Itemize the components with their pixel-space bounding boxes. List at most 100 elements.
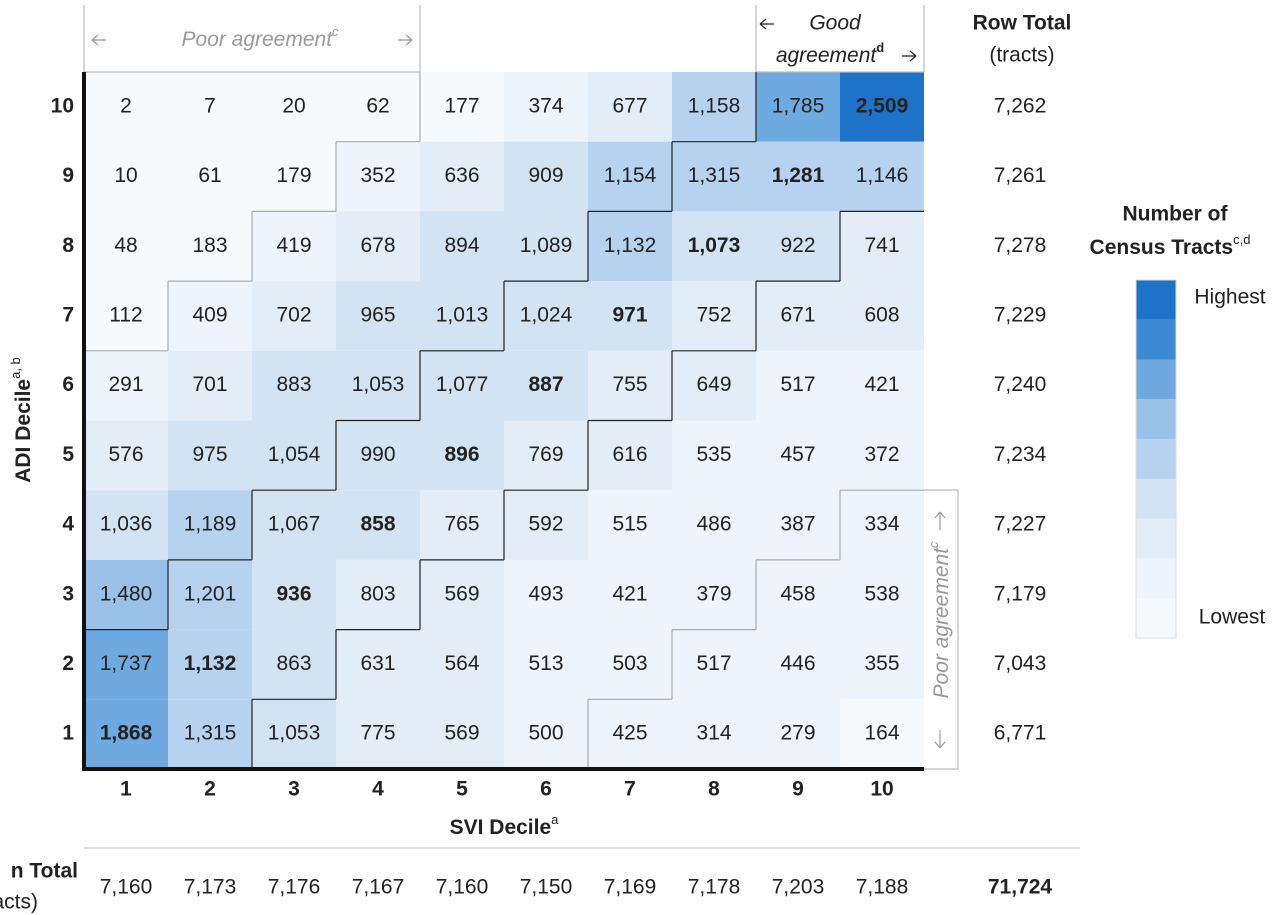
y-label-sup: a, b [8,357,23,379]
cell [756,699,840,769]
y-tick-label: 1 [62,722,74,745]
cell [168,211,252,282]
column-total: 7,167 [352,876,405,899]
cell-label: 535 [696,443,731,466]
row-total: 7,227 [994,513,1047,536]
cell-label: 1,189 [184,513,237,536]
row-total-unit: (tracts) [989,44,1054,67]
annotation: Poor agreementc [926,541,952,699]
cell [672,699,756,769]
cell-label: 515 [612,513,647,536]
cell [504,141,588,212]
cell [252,72,336,142]
cell [168,420,252,491]
cell [672,141,756,212]
cell [420,281,504,351]
cell-label: 1,132 [184,652,237,675]
cell-label: 517 [696,652,731,675]
cell [420,72,504,142]
cell [420,141,504,212]
x-tick-label: 9 [792,778,804,801]
y-tick-label: 4 [62,513,74,536]
cell-label: 419 [276,234,311,257]
cell-label: 1,077 [436,373,489,396]
cell [672,629,756,700]
cell [756,420,840,491]
cell [588,350,672,421]
cell [672,490,756,560]
cell [84,141,168,212]
legend-sup: c,d [1233,232,1250,247]
cell-label: 922 [780,234,815,257]
cell [252,281,336,351]
cell-label: 177 [444,94,479,117]
legend-swatch [1136,478,1176,519]
cell-label: 678 [360,234,395,257]
cell-label: 10 [114,164,137,187]
cell [756,629,840,700]
cell-label: 677 [612,94,647,117]
cell [336,141,420,212]
column-total: 7,176 [268,876,321,899]
x-tick-label: 4 [372,778,384,801]
cell [252,699,336,769]
column-total-title: n Total [11,860,78,883]
row-total: 7,240 [994,373,1047,396]
cell-label: 1,073 [688,234,741,257]
cell [672,211,756,282]
cell [672,350,756,421]
cell [336,420,420,491]
cell [420,629,504,700]
cell-label: 616 [612,443,647,466]
cell [840,350,924,421]
column-total: 7,173 [184,876,237,899]
legend-swatch [1136,598,1176,638]
cell [504,211,588,282]
y-tick-label: 7 [62,303,74,326]
y-tick-label: 3 [62,582,74,605]
legend-title: Number of [1123,203,1229,226]
cell [168,141,252,212]
cell [420,350,504,421]
cell [420,559,504,630]
cell-label: 765 [444,513,479,536]
cell [756,281,840,351]
cell-label: 314 [696,722,731,745]
cell-label: 569 [444,582,479,605]
cell [420,490,504,560]
column-total: 7,150 [520,876,573,899]
cell-label: 975 [192,443,227,466]
cell-label: 425 [612,722,647,745]
y-tick-label: 8 [62,234,74,257]
cell-label: 62 [366,94,389,117]
poor-top-sup: c [332,24,339,39]
cell-label: 608 [864,303,899,326]
cell [420,211,504,282]
cell [672,281,756,351]
x-tick-label: 1 [120,778,132,801]
cell-label: 513 [528,652,563,675]
legend-title: Census Tractsc,d [1090,232,1251,258]
cell-label: 1,158 [688,94,741,117]
cell-label: 1,054 [268,443,321,466]
cell [252,420,336,491]
cell-label: 457 [780,443,815,466]
y-tick-label: 6 [62,373,74,396]
column-total: 7,169 [604,876,657,899]
cell-label: 279 [780,722,815,745]
cell-label: 503 [612,652,647,675]
cell [504,699,588,769]
cell [840,629,924,700]
cell-label: 671 [780,303,815,326]
cell-label: 858 [360,513,395,536]
row-total: 7,229 [994,303,1047,326]
legend-swatch [1136,319,1176,360]
cell [588,141,672,212]
cell-label: 409 [192,303,227,326]
cell [840,420,924,491]
cell-label: 1,868 [100,722,153,745]
row-total: 7,262 [994,94,1047,117]
cell [420,420,504,491]
row-total: 7,234 [994,443,1047,466]
legend-high: Highest [1194,286,1265,309]
